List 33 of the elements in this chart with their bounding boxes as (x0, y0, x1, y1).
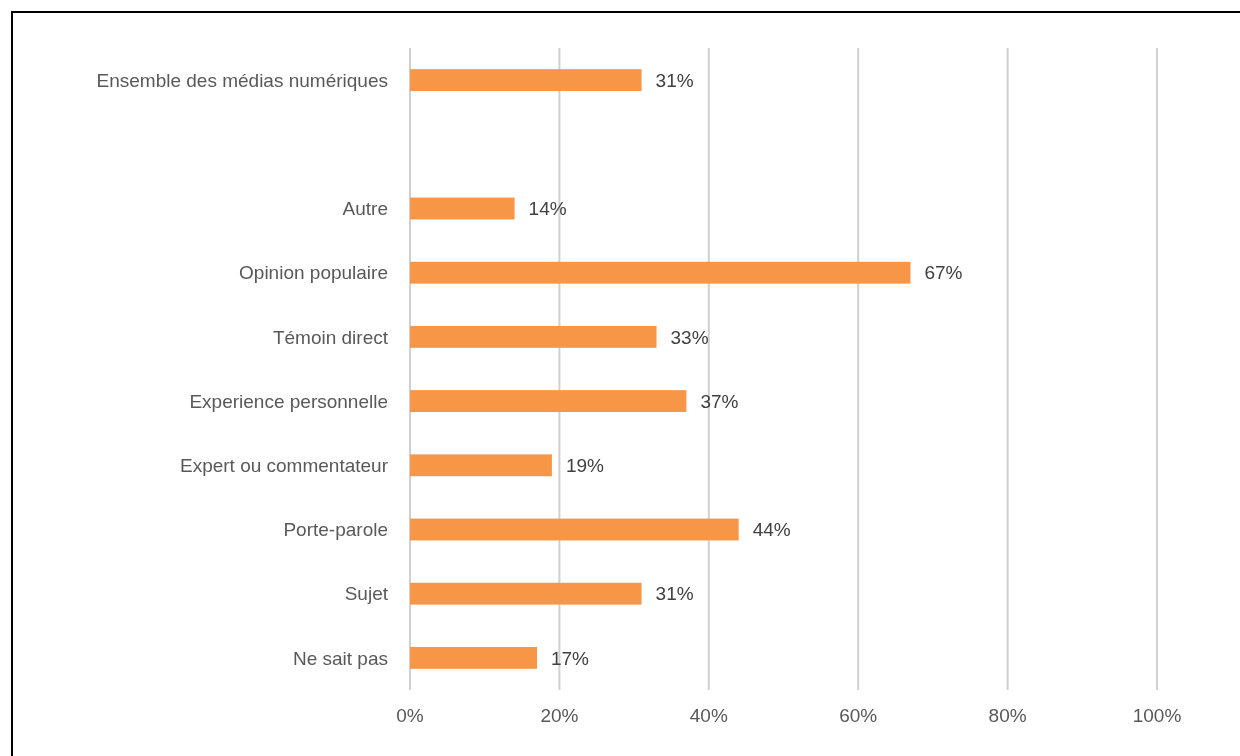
data-label: 14% (528, 198, 567, 220)
data-label: 67% (924, 262, 963, 284)
data-label: 31% (655, 583, 694, 605)
y-tick-label: Experience personnelle (189, 390, 388, 412)
y-tick-label: Ne sait pas (292, 647, 388, 669)
x-tick-label: 0% (396, 705, 424, 726)
y-tick-label: Sujet (344, 583, 389, 605)
data-label: 31% (655, 69, 694, 91)
y-tick-label: Expert ou commentateur (179, 454, 389, 476)
bar (410, 454, 552, 477)
bar (410, 69, 642, 92)
y-tick-label: Ensemble des médias numériques (96, 69, 388, 91)
x-tick-label: 60% (839, 705, 878, 726)
x-tick-label: 100% (1132, 705, 1182, 726)
data-label: 19% (565, 454, 605, 476)
bar (410, 197, 515, 220)
y-tick-label: Autre (342, 198, 388, 220)
bar (410, 390, 687, 413)
data-label: 37% (700, 390, 739, 412)
bar (410, 261, 911, 284)
bar (410, 646, 537, 669)
bar (410, 325, 657, 348)
y-tick-label: Porte-parole (283, 519, 388, 541)
data-label: 17% (550, 647, 590, 669)
x-tick-label: 40% (689, 705, 728, 726)
data-label: 33% (670, 326, 709, 348)
x-tick-label: 80% (988, 705, 1027, 726)
bar (410, 582, 642, 605)
x-tick-label: 20% (540, 705, 579, 726)
data-label: 44% (752, 519, 791, 541)
y-tick-label: Opinion populaire (239, 262, 388, 284)
y-tick-label: Témoin direct (272, 326, 389, 348)
bar (410, 518, 739, 541)
